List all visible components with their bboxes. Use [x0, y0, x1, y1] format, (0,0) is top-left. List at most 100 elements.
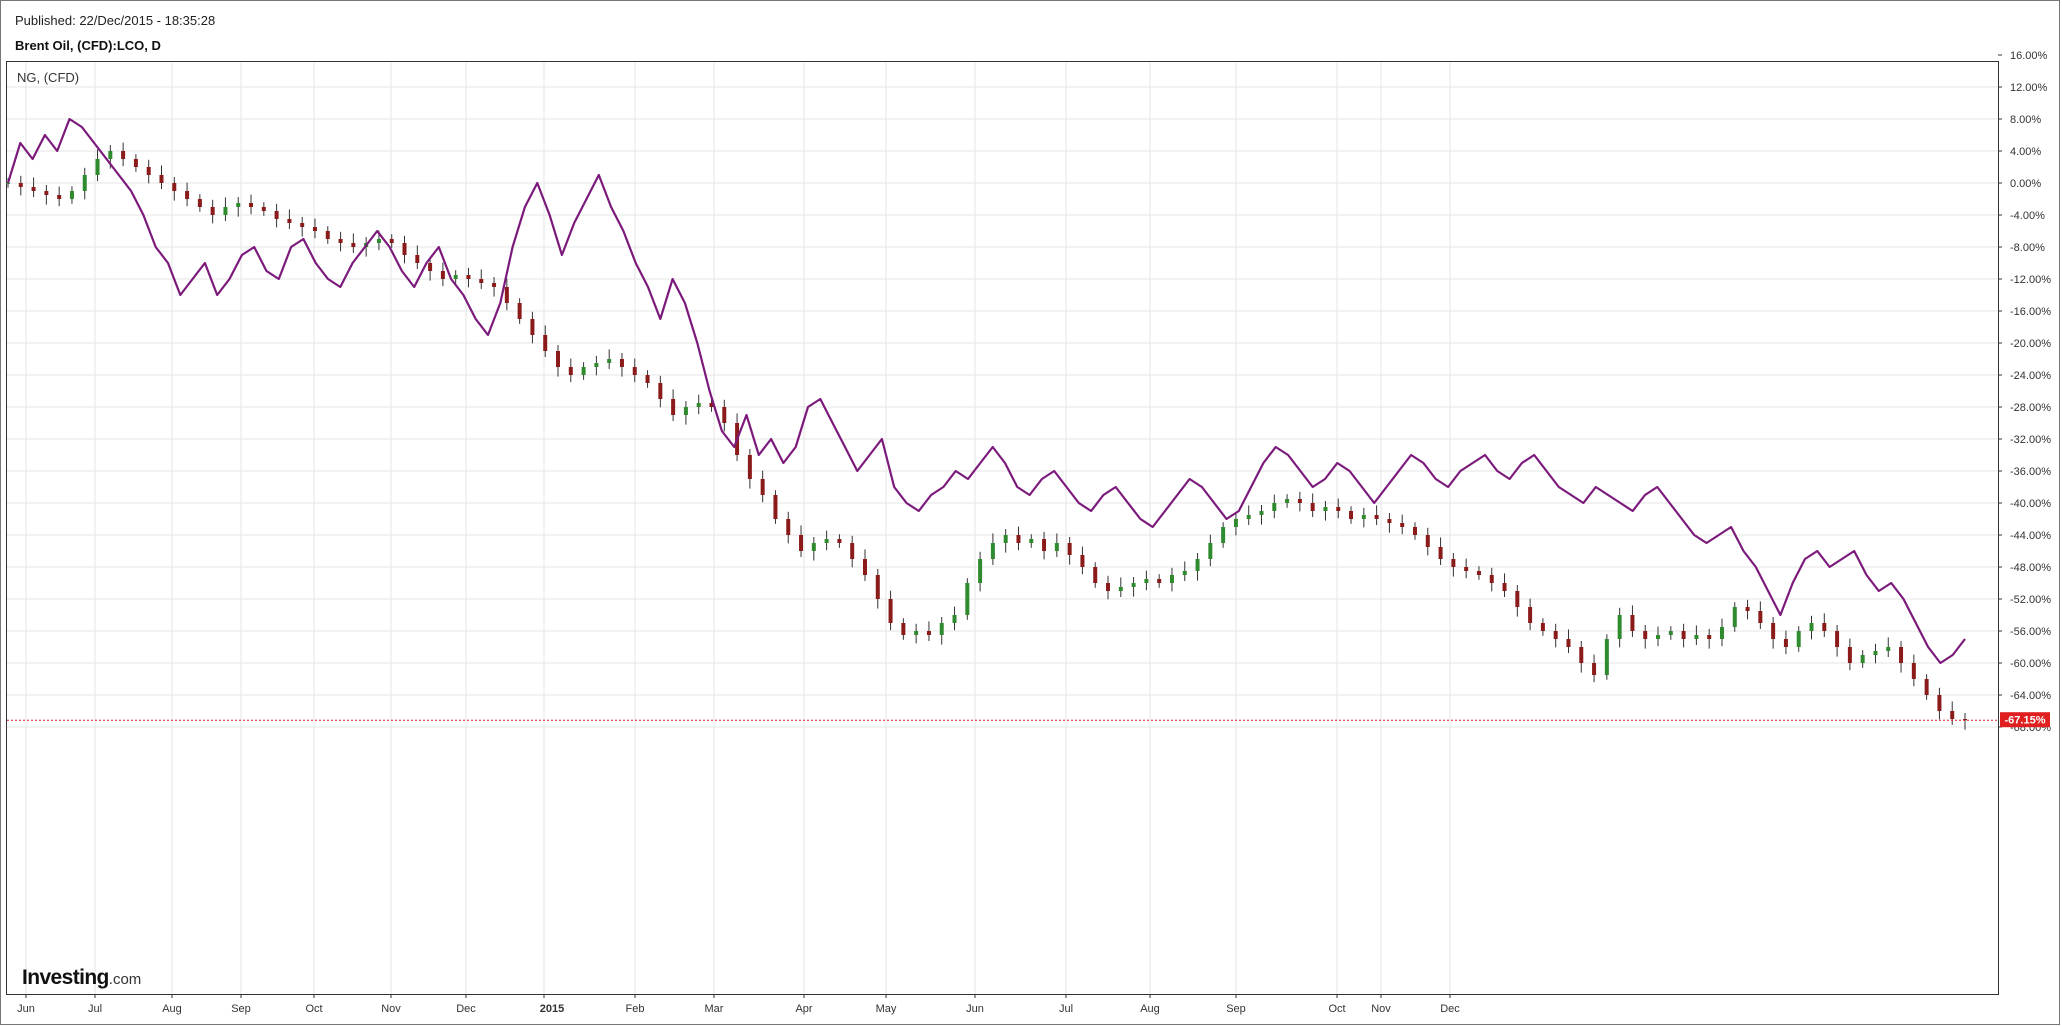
- brent-candle: [1259, 511, 1264, 515]
- brent-candle: [1438, 547, 1443, 559]
- brent-candle: [1182, 571, 1187, 575]
- brent-candle: [1016, 535, 1021, 543]
- x-tick-label: Jul: [1059, 1003, 1073, 1015]
- brent-candle: [197, 199, 202, 207]
- x-tick-label: Sep: [231, 1003, 251, 1015]
- brent-candle: [376, 239, 381, 243]
- brent-candle: [18, 183, 23, 187]
- brent-candle: [159, 175, 164, 183]
- brent-candle: [210, 207, 215, 215]
- brent-candle: [402, 243, 407, 255]
- brent-candle: [1579, 647, 1584, 663]
- brent-candle: [300, 223, 305, 227]
- brent-candle: [799, 535, 804, 551]
- brent-candle: [249, 203, 254, 207]
- y-tick-label: -8.00%: [2010, 242, 2045, 254]
- brent-candle: [543, 335, 548, 351]
- brent-candle: [786, 519, 791, 535]
- brent-candle: [1847, 647, 1852, 663]
- brent-candle: [389, 239, 394, 243]
- brent-candle: [1374, 515, 1379, 519]
- brent-candle: [1106, 583, 1111, 591]
- x-tick-label: Jun: [17, 1003, 35, 1015]
- brent-candle: [671, 399, 676, 415]
- brent-candle: [108, 151, 113, 159]
- y-tick-label: -56.00%: [2010, 626, 2051, 638]
- brent-candle: [594, 363, 599, 367]
- brent-candle: [1911, 663, 1916, 679]
- brent-candle: [312, 227, 317, 231]
- brent-candle: [1425, 535, 1430, 547]
- y-tick-label: -40.00%: [2010, 498, 2051, 510]
- brent-candle: [581, 367, 586, 375]
- brent-candle: [1349, 511, 1354, 519]
- brent-candle: [31, 187, 36, 191]
- brent-candle: [1745, 607, 1750, 611]
- brent-candle: [44, 191, 49, 195]
- brent-candle: [1796, 631, 1801, 647]
- brent-candle: [82, 175, 87, 191]
- brent-candle: [1899, 647, 1904, 663]
- brent-candle: [415, 255, 420, 263]
- brent-candle: [466, 275, 471, 279]
- brent-candle: [1592, 663, 1597, 675]
- brent-candle: [760, 479, 765, 495]
- brent-candle: [939, 623, 944, 635]
- brent-candle: [172, 183, 177, 191]
- brent-candle: [453, 275, 458, 279]
- brent-candle: [1323, 507, 1328, 511]
- overlay-series-label: NG, (CFD): [17, 70, 80, 85]
- brent-candle: [1412, 527, 1417, 535]
- brent-candle: [773, 495, 778, 519]
- brent-candle: [1297, 499, 1302, 503]
- brent-candle: [1310, 503, 1315, 511]
- brent-candle: [6, 183, 10, 184]
- brent-candle: [888, 599, 893, 623]
- brent-candle: [875, 575, 880, 599]
- brent-candle: [1336, 507, 1341, 511]
- brent-candle: [914, 631, 919, 635]
- brent-candle: [121, 151, 126, 159]
- brent-candle: [530, 319, 535, 335]
- brent-candle: [1630, 615, 1635, 631]
- y-tick-label: -44.00%: [2010, 530, 2051, 542]
- brent-candle: [1067, 543, 1072, 555]
- x-tick-label: Oct: [1328, 1003, 1345, 1015]
- x-tick-label: Dec: [456, 1003, 476, 1015]
- brent-candle: [223, 207, 228, 215]
- x-tick-label: Jul: [88, 1003, 102, 1015]
- x-tick-label: May: [876, 1003, 897, 1015]
- y-tick-label: -36.00%: [2010, 466, 2051, 478]
- brent-candle: [338, 239, 343, 243]
- brent-candle: [1924, 679, 1929, 695]
- brent-candle: [1208, 543, 1213, 559]
- brent-candle: [1566, 639, 1571, 647]
- brent-candle: [1233, 519, 1238, 527]
- y-tick-label: -20.00%: [2010, 338, 2051, 350]
- brent-candle: [1157, 579, 1162, 583]
- brent-candle: [1387, 519, 1392, 523]
- brent-candle: [1732, 607, 1737, 627]
- published-timestamp: Published: 22/Dec/2015 - 18:35:28: [15, 13, 216, 28]
- brent-candle: [1681, 631, 1686, 639]
- plot-area: [6, 61, 1999, 995]
- brent-candle: [722, 407, 727, 423]
- y-tick-label: -48.00%: [2010, 562, 2051, 574]
- brent-candle: [1476, 571, 1481, 575]
- x-tick-label: Sep: [1226, 1003, 1246, 1015]
- brent-candle: [1054, 543, 1059, 551]
- symbol-title: Brent Oil, (CFD):LCO, D: [15, 38, 161, 53]
- brent-candle: [236, 203, 241, 207]
- brent-candle: [428, 263, 433, 271]
- brent-candle: [185, 191, 190, 199]
- brent-candle: [1451, 559, 1456, 567]
- brent-candle: [440, 271, 445, 279]
- brent-candle: [1643, 631, 1648, 639]
- brent-candle: [95, 159, 100, 175]
- brent-candle: [658, 383, 663, 399]
- brent-candle: [1886, 647, 1891, 651]
- brent-candle: [811, 543, 816, 551]
- y-tick-label: -52.00%: [2010, 594, 2051, 606]
- brent-candle: [504, 287, 509, 303]
- brent-candle: [683, 407, 688, 415]
